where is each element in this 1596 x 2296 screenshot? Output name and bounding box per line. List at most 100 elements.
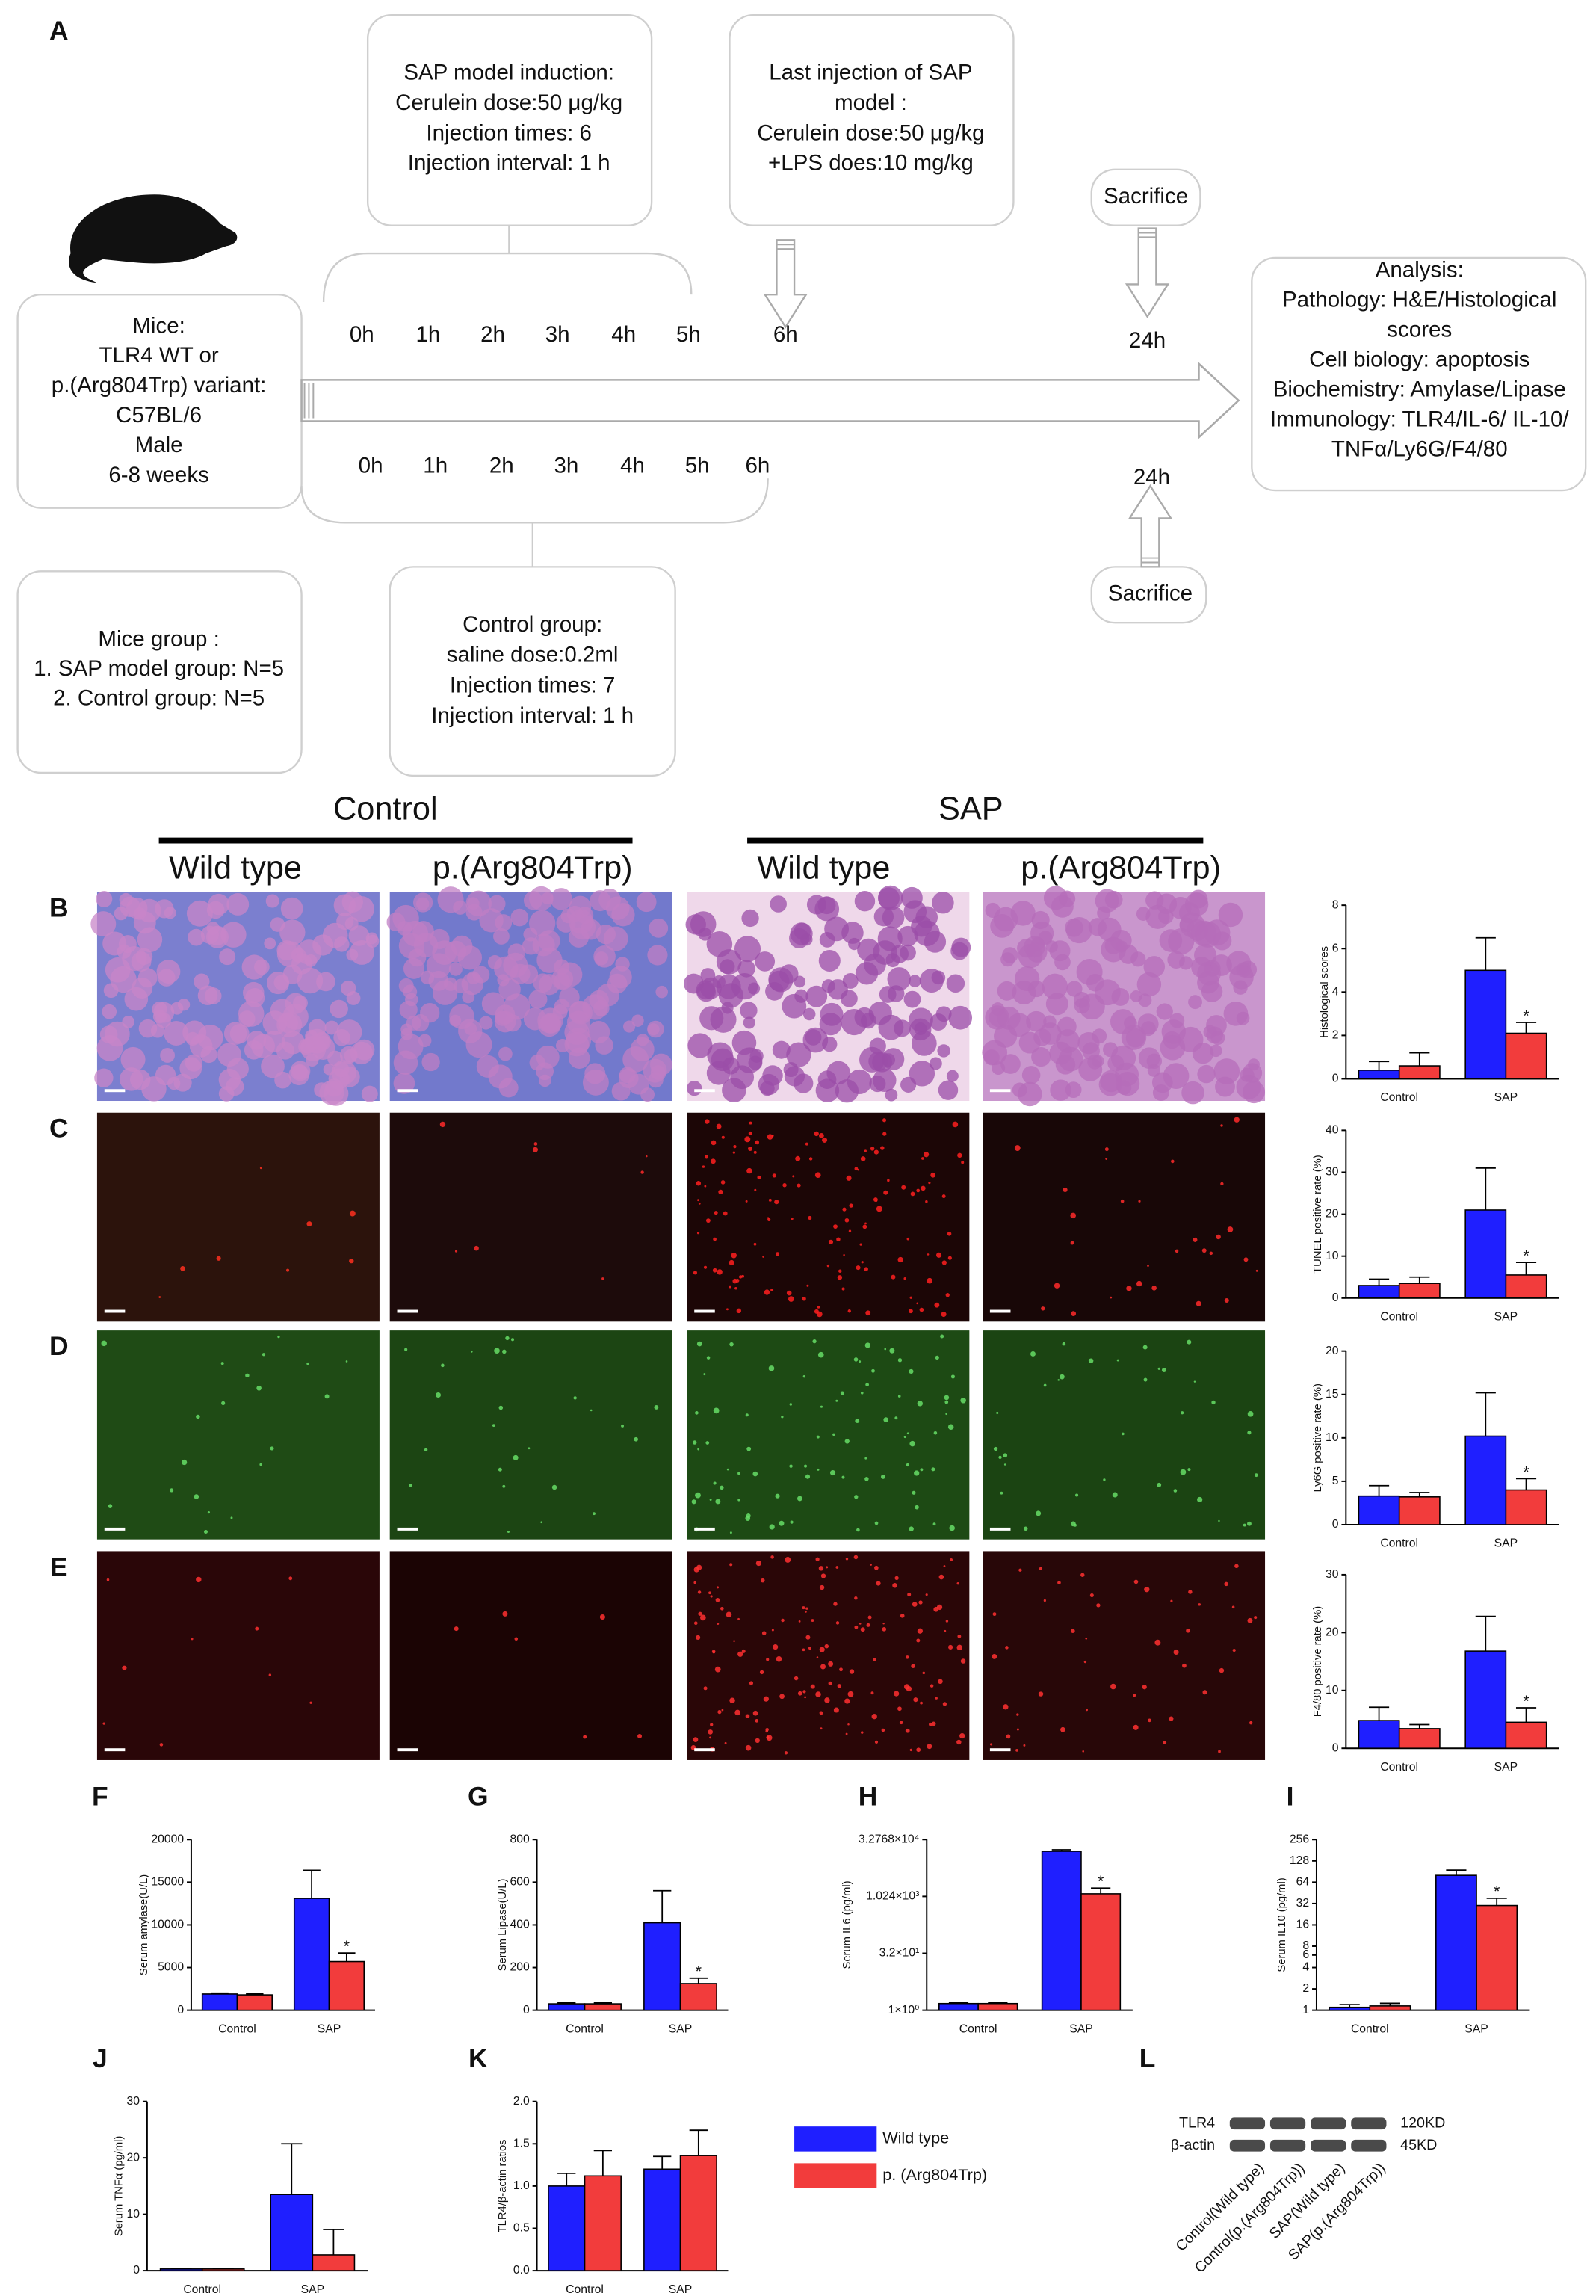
texture-dot — [989, 1743, 993, 1746]
texture-dot — [927, 1253, 930, 1256]
texture-dot — [912, 1490, 916, 1495]
texture-dot — [916, 1302, 919, 1305]
bar — [548, 2003, 586, 2011]
texture-dot — [737, 960, 755, 978]
texture-dot — [1078, 1057, 1103, 1081]
texture-dot — [279, 919, 306, 945]
texture-dot — [960, 1658, 966, 1664]
texture-dot — [510, 908, 529, 927]
error-bar — [1486, 1897, 1507, 1906]
texture-dot — [909, 1296, 912, 1299]
texture-dot — [818, 1566, 824, 1571]
texture-dot — [262, 1353, 266, 1357]
texture-dot — [131, 951, 152, 972]
x-tick-label: SAP — [669, 2022, 692, 2035]
bar — [643, 2168, 681, 2271]
texture-dot — [713, 1237, 717, 1241]
y-axis-label: Serum IL10 (pg/ml) — [1276, 1877, 1288, 1972]
texture-dot — [698, 1611, 702, 1616]
texture-dot — [887, 1179, 890, 1182]
texture-dot — [805, 1635, 811, 1640]
texture-dot — [741, 1649, 746, 1653]
texture-dot — [870, 1691, 874, 1695]
texture-dot — [306, 1362, 309, 1365]
texture-dot — [865, 1310, 871, 1316]
texture-dot — [1024, 936, 1045, 958]
box-text: TLR4 WT or — [99, 343, 219, 368]
texture-dot — [1018, 1031, 1041, 1054]
error-bar — [1369, 1484, 1390, 1496]
box-text: Analysis: — [1376, 257, 1464, 282]
texture-dot — [594, 951, 609, 966]
texture-dot — [723, 1211, 728, 1216]
error-bar — [1339, 2004, 1360, 2008]
micrograph — [687, 1551, 970, 1760]
y-tick-label: 32 — [1296, 1897, 1310, 1910]
texture-dot — [874, 1565, 879, 1570]
texture-dot — [647, 1020, 664, 1038]
texture-dot — [808, 1157, 813, 1161]
texture-dot — [712, 1650, 716, 1654]
texture-dot — [930, 1172, 936, 1178]
texture-dot — [924, 1152, 930, 1158]
texture-dot — [306, 1221, 312, 1227]
texture-dot — [996, 1411, 999, 1414]
x-tick-label: SAP — [1069, 2022, 1092, 2035]
texture-dot — [814, 1309, 819, 1314]
texture-dot — [835, 1566, 839, 1569]
texture-dot — [818, 1133, 824, 1138]
texture-dot — [820, 1664, 826, 1670]
texture-dot — [158, 1296, 161, 1298]
texture-dot — [498, 1046, 513, 1061]
texture-dot — [1243, 1523, 1246, 1527]
texture-dot — [311, 1036, 335, 1060]
bar — [201, 2268, 245, 2271]
texture-dot — [267, 972, 290, 995]
bar — [977, 2002, 1018, 2011]
texture-dot — [859, 1623, 862, 1625]
texture-dot — [894, 1576, 899, 1581]
bar — [1398, 1728, 1441, 1750]
texture-dot — [913, 1697, 918, 1703]
texture-dot — [938, 1679, 943, 1685]
texture-dot — [717, 1269, 723, 1275]
y-tick-label: 3.2×10¹ — [879, 1947, 920, 1960]
texture-dot — [637, 1034, 649, 1046]
bar — [938, 2002, 979, 2011]
bar — [1464, 1650, 1507, 1750]
texture-dot — [734, 936, 761, 963]
x-tick-label: SAP — [301, 2283, 324, 2296]
box-text: Last injection of SAP — [769, 61, 972, 85]
texture-dot — [878, 887, 900, 910]
texture-dot — [536, 1045, 560, 1069]
texture-dot — [1202, 1690, 1207, 1695]
texture-dot — [882, 1053, 896, 1067]
texture-dot — [883, 1417, 888, 1422]
texture-dot — [766, 1735, 770, 1739]
texture-dot — [687, 1081, 702, 1096]
texture-dot — [693, 1581, 696, 1584]
texture-dot — [241, 954, 267, 980]
texture-dot — [1054, 1283, 1060, 1289]
texture-dot — [1060, 1726, 1065, 1732]
texture-dot — [835, 1399, 838, 1402]
texture-dot — [634, 1436, 638, 1442]
texture-dot — [1189, 889, 1208, 909]
texture-dot — [695, 1492, 701, 1499]
texture-dot — [304, 954, 318, 967]
texture-dot — [909, 1309, 913, 1314]
texture-dot — [941, 1194, 946, 1199]
panel-letter: J — [93, 2043, 108, 2073]
texture-dot — [832, 1433, 835, 1436]
y-tick-label: 1.0 — [513, 2179, 530, 2192]
texture-dot — [1173, 1489, 1178, 1493]
texture-dot — [593, 1512, 596, 1516]
texture-dot — [837, 1275, 843, 1280]
y-tick-label: 6 — [1332, 942, 1339, 954]
texture-dot — [846, 1175, 852, 1181]
y-tick-label: 10 — [127, 2208, 140, 2221]
panel-letter: G — [468, 1782, 489, 1812]
texture-dot — [1021, 1066, 1041, 1084]
texture-dot — [726, 1468, 729, 1471]
texture-dot — [424, 1448, 428, 1452]
